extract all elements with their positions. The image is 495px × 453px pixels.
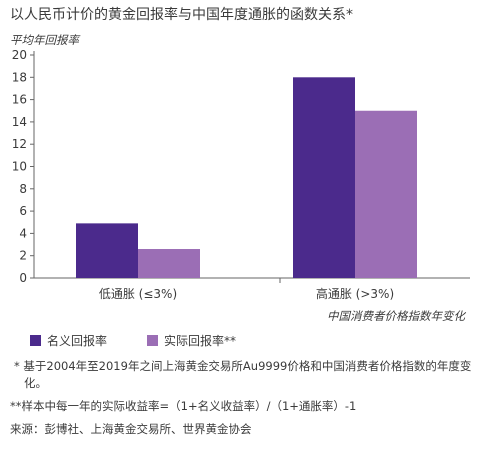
y-tick-label: 8 [19,182,27,196]
y-tick-label: 4 [19,226,27,240]
y-axis-ticks: 0 2 4 6 8 10 12 14 16 18 20 [12,48,34,285]
bar [355,110,417,278]
x-category-label: 低通胀 (≤3%) [99,287,177,301]
y-tick-label: 10 [12,160,27,174]
y-axis-title: 平均年回报率 [10,33,79,47]
x-category-label: 高通胀 (>3%) [316,286,394,301]
y-tick-label: 12 [12,137,27,151]
y-tick-label: 18 [12,70,27,84]
footnote-real-return: **样本中每一年的实际收益率=（1+名义收益率）/（1+通胀率）-1 [10,399,357,413]
source-note: 来源：彭博社、上海黄金交易所、世界黄金协会 [10,422,252,436]
legend: 名义回报率 实际回报率** [30,332,236,349]
bar [138,249,200,278]
y-tick-label: 16 [12,93,27,107]
x-axis-note: 中国消费者价格指数年变化 [327,309,465,323]
y-tick-label: 20 [12,48,27,62]
bar [76,223,138,278]
legend-item-real: 实际回报率** [147,332,236,349]
legend-swatch-nominal [30,335,41,346]
footnotes: * 基于2004年至2019年之间上海黄金交易所Au9999价格和中国消费者价格… [10,358,485,444]
x-axis-labels: 低通胀 (≤3%) 高通胀 (>3%) [99,286,394,301]
bar [293,77,355,278]
chart-title: 以人民币计价的黄金回报率与中国年度通胀的函数关系* [10,7,353,23]
y-tick-label: 6 [19,204,27,218]
y-tick-label: 0 [19,271,27,285]
legend-swatch-real [147,335,159,346]
bars [76,77,417,278]
footnote-methodology: * 基于2004年至2019年之间上海黄金交易所Au9999价格和中国消费者价格… [14,359,472,390]
y-tick-label: 14 [12,115,27,129]
y-tick-label: 2 [19,249,27,263]
legend-label-nominal: 名义回报率 [47,334,108,348]
legend-item-nominal: 名义回报率 [30,332,107,349]
legend-label-real: 实际回报率** [164,334,237,348]
